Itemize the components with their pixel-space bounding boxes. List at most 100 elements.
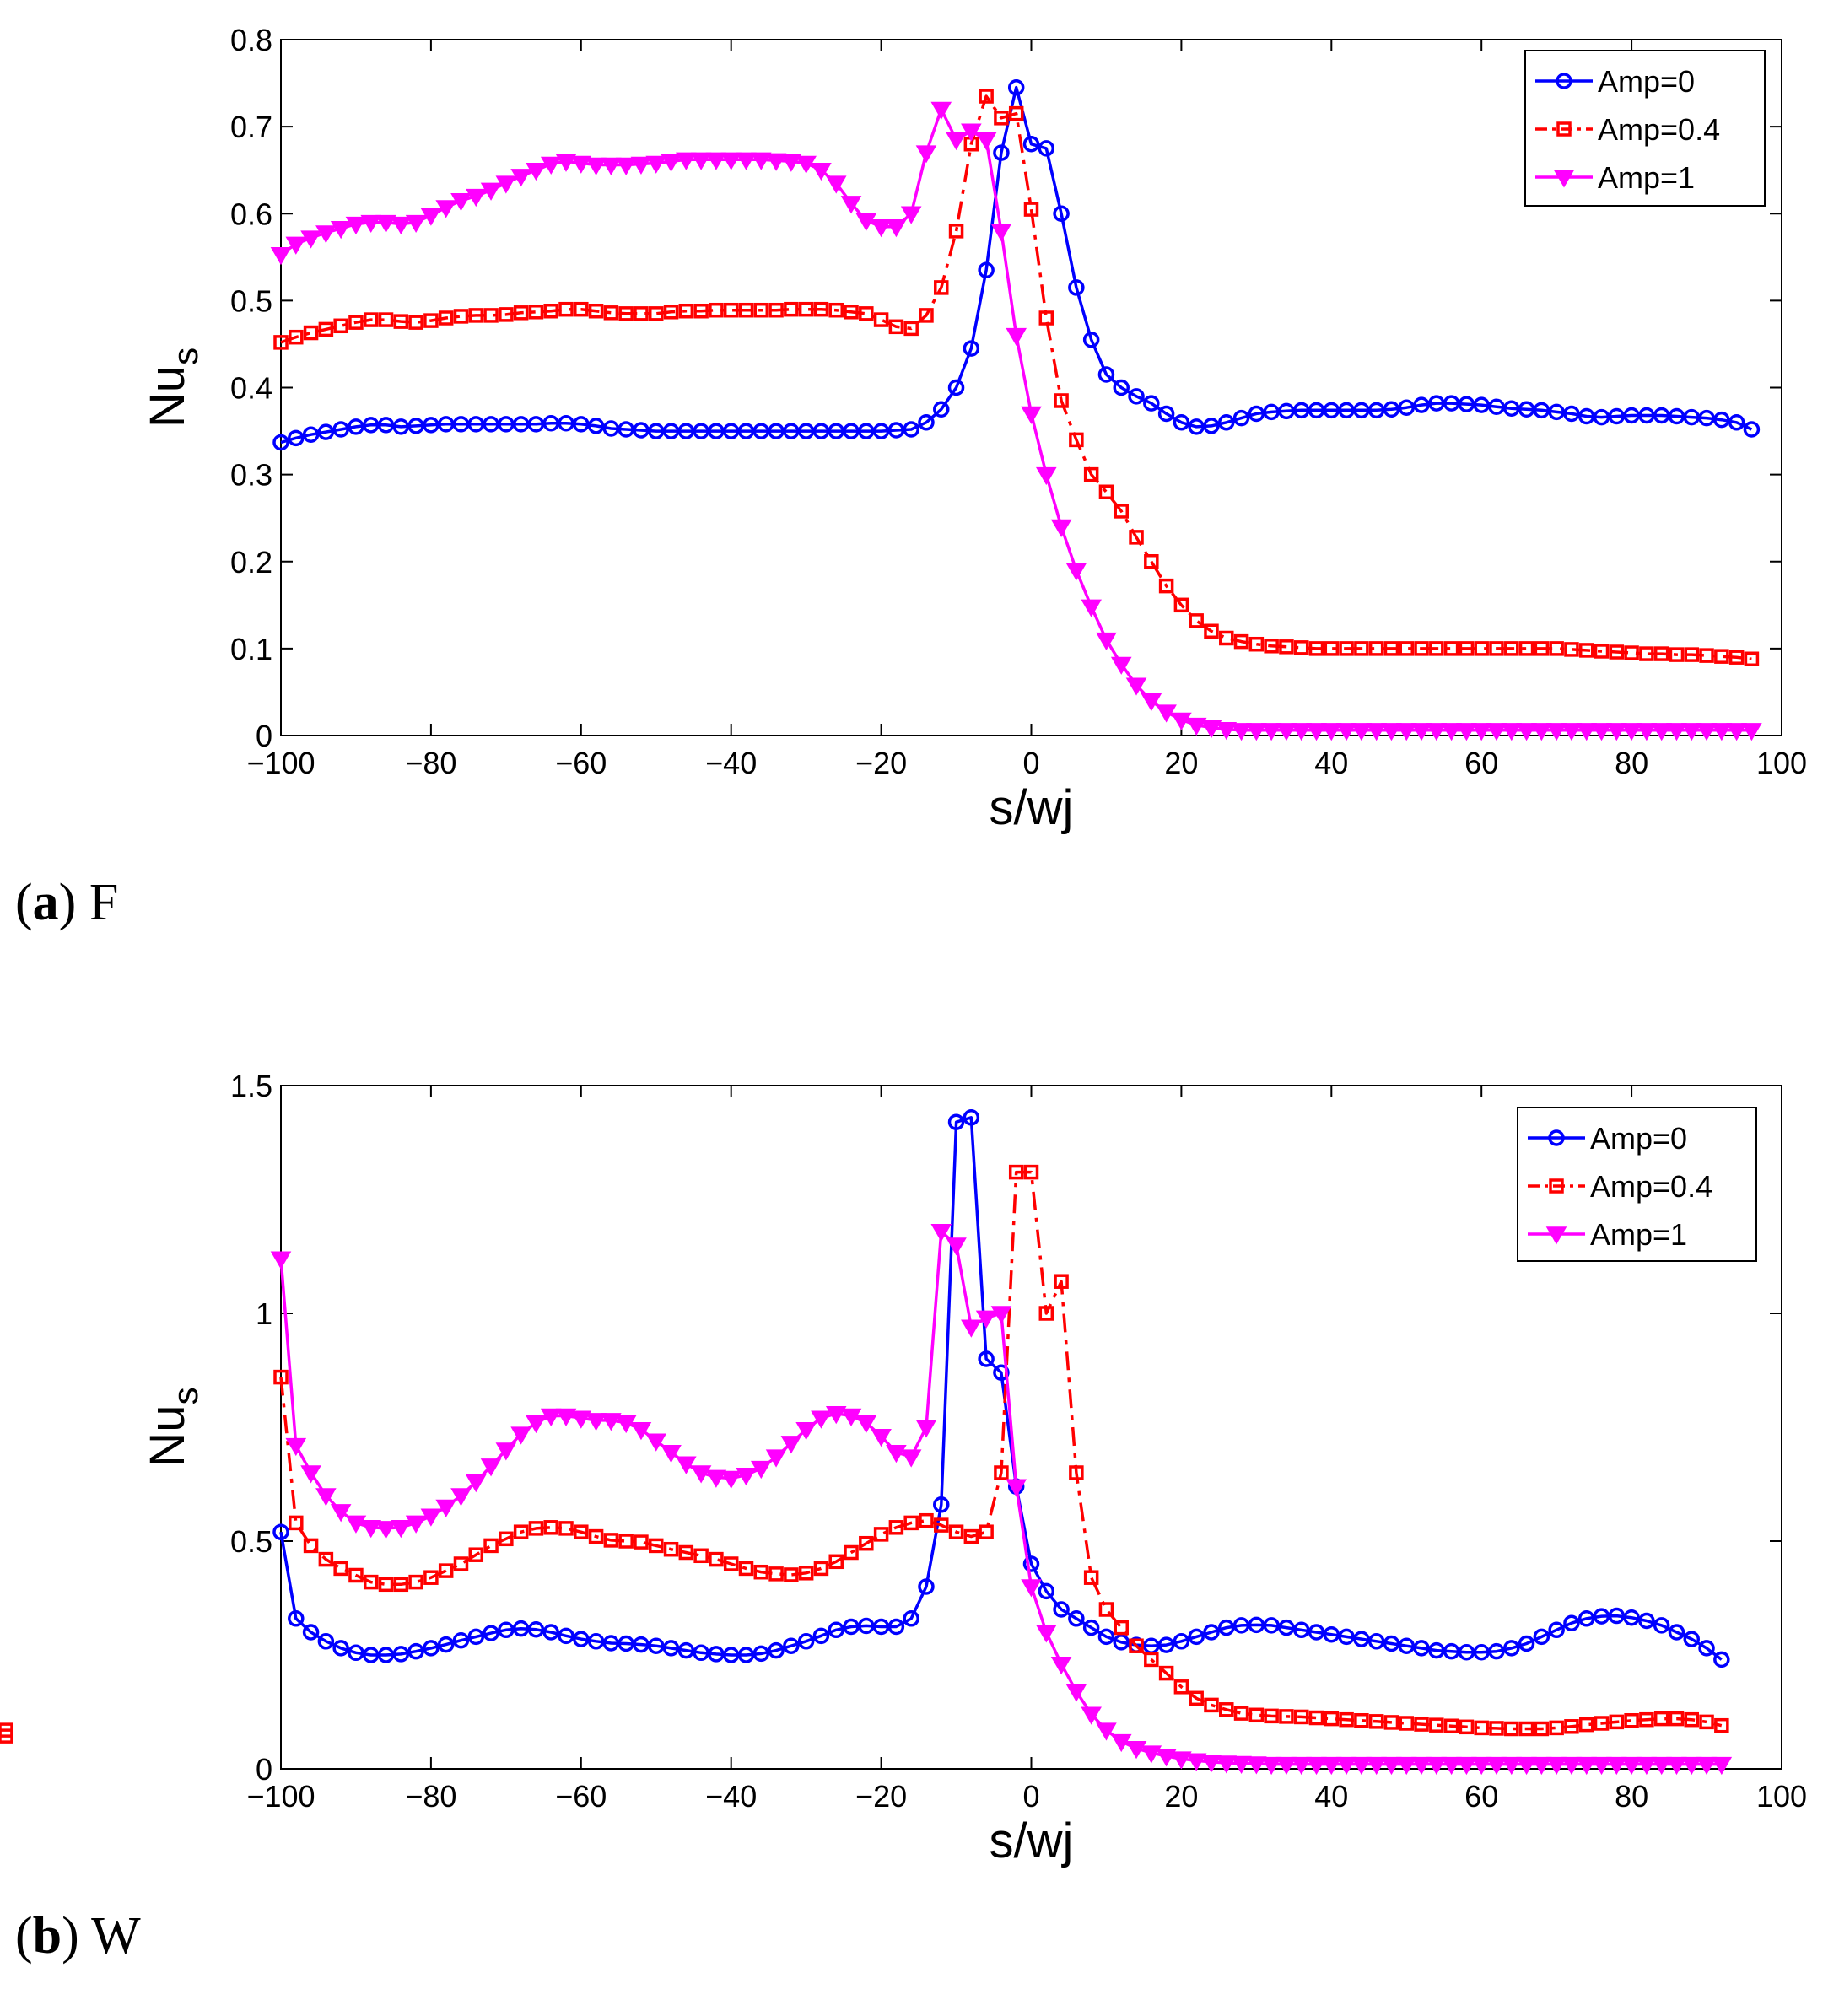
y-tick-label: 0.8 bbox=[230, 23, 272, 57]
data-point bbox=[467, 416, 485, 433]
legend-marker bbox=[1545, 1226, 1567, 1245]
data-point bbox=[526, 162, 547, 181]
data-point bbox=[587, 418, 605, 434]
legend-entry-label: Amp=0 bbox=[1590, 1121, 1687, 1156]
data-point bbox=[1173, 414, 1190, 431]
data-point bbox=[558, 415, 574, 432]
x-tick-label: 20 bbox=[1164, 1779, 1198, 1814]
data-point bbox=[362, 417, 380, 434]
data-point bbox=[752, 1645, 770, 1663]
data-point bbox=[1398, 399, 1415, 416]
data-point bbox=[1278, 1619, 1295, 1636]
data-point bbox=[1609, 1714, 1625, 1730]
data-point bbox=[391, 1520, 412, 1539]
data-point bbox=[1711, 723, 1733, 741]
data-point bbox=[480, 1458, 502, 1477]
data-point bbox=[1413, 396, 1430, 413]
data-point bbox=[317, 1633, 335, 1650]
data-point bbox=[1426, 723, 1448, 741]
data-point bbox=[1143, 395, 1160, 412]
data-point bbox=[1141, 693, 1162, 712]
x-tick-label: −80 bbox=[405, 1779, 456, 1814]
data-point bbox=[975, 132, 997, 151]
data-point bbox=[289, 329, 304, 345]
data-point bbox=[315, 1488, 337, 1507]
data-point bbox=[1246, 723, 1267, 741]
data-point bbox=[1113, 379, 1130, 396]
data-point bbox=[843, 423, 860, 439]
data-point bbox=[1248, 1616, 1265, 1634]
data-point bbox=[873, 312, 889, 327]
data-point bbox=[737, 423, 755, 439]
data-point bbox=[1728, 650, 1745, 665]
x-axis-label: s/wj bbox=[990, 780, 1074, 835]
data-point bbox=[1576, 1756, 1598, 1776]
data-point bbox=[1518, 641, 1534, 656]
data-point bbox=[1741, 723, 1762, 741]
data-point bbox=[1501, 723, 1523, 741]
data-point bbox=[1459, 1719, 1475, 1735]
data-point bbox=[513, 305, 529, 321]
y-tick-label: 0.4 bbox=[230, 371, 272, 406]
data-point bbox=[633, 1636, 650, 1653]
data-point bbox=[1653, 646, 1669, 661]
data-point bbox=[677, 423, 695, 439]
data-point bbox=[648, 423, 665, 439]
data-point bbox=[423, 1570, 439, 1585]
data-point bbox=[1232, 1617, 1250, 1634]
data-point bbox=[1203, 418, 1220, 434]
data-point bbox=[934, 280, 949, 295]
data-point bbox=[1728, 414, 1745, 431]
data-point bbox=[1173, 597, 1189, 613]
data-point bbox=[1185, 717, 1207, 736]
data-point bbox=[1549, 641, 1564, 656]
data-point bbox=[1068, 1610, 1085, 1627]
data-point bbox=[663, 1541, 679, 1557]
data-point bbox=[930, 1224, 952, 1242]
data-point bbox=[1096, 1722, 1117, 1741]
data-point bbox=[1383, 401, 1400, 418]
data-point bbox=[738, 302, 754, 318]
data-point bbox=[768, 302, 784, 318]
data-point bbox=[753, 1564, 769, 1580]
data-point bbox=[979, 1524, 994, 1539]
data-point bbox=[1683, 408, 1701, 426]
data-point bbox=[811, 1410, 832, 1429]
series-amp-0 bbox=[272, 1109, 1730, 1668]
data-point bbox=[1097, 366, 1115, 383]
legend-marker bbox=[1556, 73, 1572, 89]
data-point bbox=[498, 1621, 515, 1639]
data-point bbox=[1501, 1756, 1523, 1776]
data-point bbox=[1726, 723, 1747, 741]
data-point bbox=[543, 304, 558, 319]
data-point bbox=[333, 1561, 348, 1577]
data-point bbox=[1489, 1721, 1504, 1736]
data-point bbox=[558, 1627, 574, 1645]
data-point bbox=[270, 1251, 292, 1269]
data-point bbox=[873, 1527, 889, 1542]
data-point bbox=[1576, 723, 1598, 741]
y-axis-label-main: Nu bbox=[140, 365, 195, 428]
data-point bbox=[630, 1421, 652, 1441]
data-point bbox=[392, 418, 410, 435]
data-point bbox=[919, 1512, 934, 1528]
x-tick-label: −60 bbox=[555, 1779, 607, 1814]
data-point bbox=[585, 1413, 607, 1431]
data-point bbox=[1441, 723, 1462, 741]
data-point bbox=[1263, 403, 1280, 421]
data-point bbox=[858, 1617, 875, 1635]
data-point bbox=[570, 155, 592, 174]
data-point bbox=[1323, 402, 1340, 419]
data-point bbox=[1113, 1634, 1130, 1651]
data-point bbox=[483, 416, 499, 433]
data-point bbox=[1669, 647, 1685, 662]
data-point bbox=[1263, 1617, 1280, 1634]
data-point bbox=[676, 152, 697, 170]
data-point bbox=[495, 1442, 517, 1461]
data-point bbox=[510, 169, 531, 187]
data-point bbox=[1473, 1644, 1490, 1661]
data-point bbox=[453, 309, 469, 324]
data-point bbox=[886, 218, 907, 238]
data-point bbox=[1534, 1721, 1550, 1737]
data-point bbox=[1098, 1602, 1114, 1617]
